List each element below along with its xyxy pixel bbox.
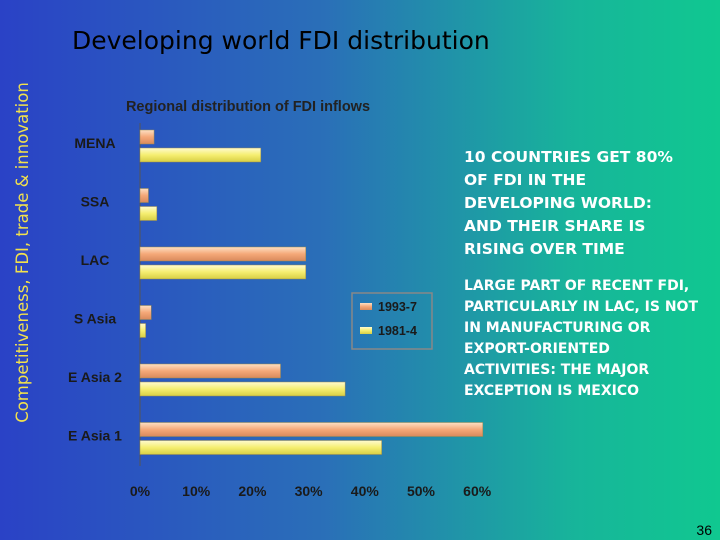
legend-swatch [360,327,372,334]
slide-title: Developing world FDI distribution [72,26,490,55]
x-tick-label: 30% [295,483,324,499]
bar-1981-4 [139,206,158,221]
x-tick-label: 40% [351,483,380,499]
legend-label: 1993-7 [378,300,417,314]
bar-1981-4 [139,264,307,280]
bar-1981-4 [139,147,262,163]
bullet-top-countries: 10 COUNTRIES GET 80% OF FDI IN THE DEVEL… [464,148,673,258]
bar-1993-7 [139,422,484,437]
x-tick-label: 0% [130,483,151,499]
category-label: SSA [81,194,110,210]
bullet-recent-fdi: LARGE PART OF RECENT FDI, PARTICULARLY I… [464,278,699,399]
x-tick-label: 50% [407,483,436,499]
section-title-text: Competitiveness, FDI, trade & innovation [12,82,32,423]
vertical-section-title: Competitiveness, FDI, trade & innovation [2,0,42,505]
bar-1993-7 [139,246,307,262]
category-label: MENA [74,135,115,151]
legend-swatch [360,303,372,310]
category-label: E Asia 1 [68,428,122,444]
x-tick-label: 60% [463,483,492,499]
x-tick-label: 10% [182,483,211,499]
category-label: E Asia 2 [68,369,122,385]
category-label: S Asia [74,311,116,327]
legend-label: 1981-4 [378,324,417,338]
x-tick-label: 20% [238,483,267,499]
page-number: 36 [696,522,712,538]
fdi-bar-chart: Regional distribution of FDI inflows MEN… [68,99,492,499]
category-label: LAC [81,252,110,268]
bar-1981-4 [139,440,382,455]
legend-box [351,292,433,350]
bar-1981-4 [139,381,346,397]
bar-1981-4 [139,323,146,338]
bar-1993-7 [139,363,281,379]
bar-1993-7 [139,129,155,145]
bar-1993-7 [139,305,152,320]
chart-title: Regional distribution of FDI inflows [126,99,370,115]
bar-1993-7 [139,188,149,203]
